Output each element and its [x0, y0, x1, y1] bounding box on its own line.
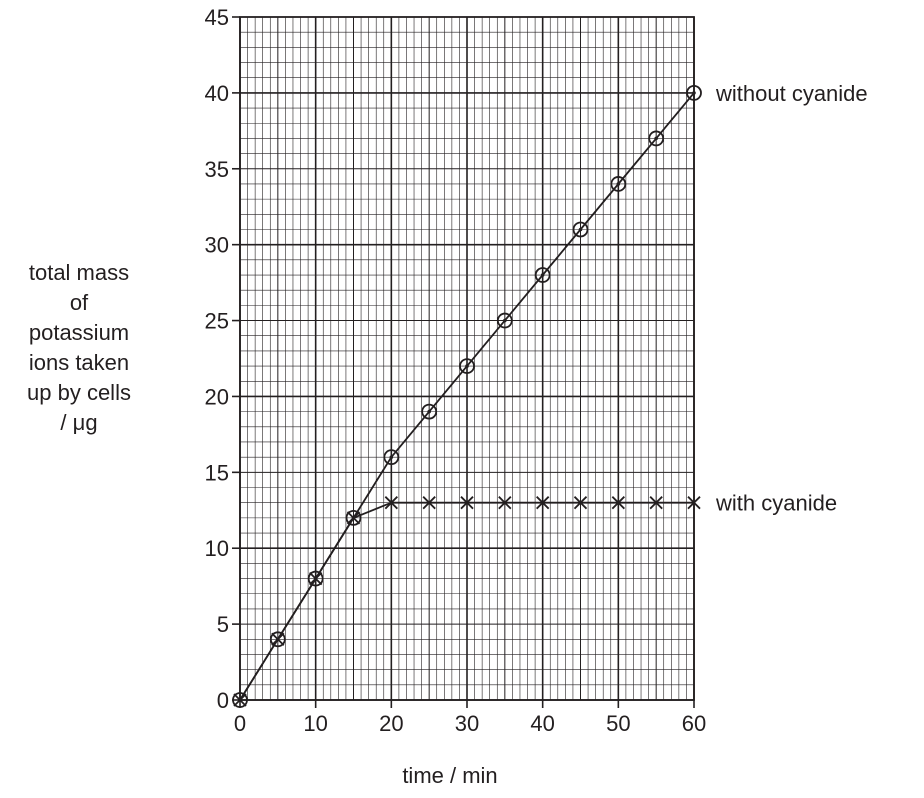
y-axis-label-line: total mass [28, 260, 130, 285]
cross-marker [422, 496, 436, 510]
y-axis-label-line: of [69, 290, 89, 315]
cross-marker [233, 693, 247, 707]
circle-marker [496, 312, 513, 329]
x-tick-label: 30 [455, 711, 479, 736]
x-tick-label: 20 [379, 711, 403, 736]
circle-marker [232, 692, 248, 708]
x-tick-label: 50 [606, 711, 630, 736]
cross-marker [649, 496, 663, 510]
cross-marker [611, 496, 625, 510]
circle-marker [345, 509, 362, 526]
circle-marker-dot [654, 136, 658, 141]
data-markers [232, 84, 702, 708]
axes [232, 16, 695, 708]
cross-marker [384, 496, 398, 510]
y-axis-label: total mass of potassium ions taken up by… [0, 258, 158, 438]
x-tick-labels: 0 10 20 30 40 50 60 [234, 711, 706, 736]
cross-marker [271, 632, 285, 646]
y-tick-label: 35 [205, 157, 229, 182]
circle-marker-dot [692, 91, 696, 95]
circle-marker [686, 84, 702, 101]
circle-marker [648, 130, 665, 147]
y-tick-label: 25 [205, 309, 229, 334]
x-tick-label: 40 [530, 711, 554, 736]
y-tick-label: 5 [217, 612, 229, 637]
y-tick-label: 10 [205, 536, 229, 561]
y-tick-label: 20 [205, 384, 229, 409]
y-tick-labels: 0 5 10 15 20 25 30 35 40 45 [205, 5, 229, 713]
circle-marker [269, 631, 286, 648]
x-tick-label: 0 [234, 711, 246, 736]
y-tick-label: 0 [217, 688, 229, 713]
x-tick-label: 10 [303, 711, 327, 736]
x-tick-label: 60 [682, 711, 706, 736]
cross-marker [687, 496, 701, 510]
x-axis-label: time / min [402, 763, 498, 788]
series-end-label: with cyanide [715, 491, 837, 516]
y-axis-label-line: up by cells [27, 380, 131, 405]
cross-marker [498, 496, 512, 510]
cross-marker [460, 496, 474, 510]
circle-marker [610, 176, 627, 192]
cross-marker [309, 571, 323, 586]
y-axis-label-line: potassium [28, 320, 130, 345]
series-labels: without cyanide with cyanide [715, 81, 868, 516]
y-tick-label: 45 [205, 5, 229, 30]
circle-marker-dot [427, 409, 431, 414]
circle-marker [572, 221, 589, 238]
circle-marker-dot [465, 364, 469, 368]
y-tick-label: 30 [205, 233, 229, 258]
y-axis-label-line: ions taken [28, 350, 130, 375]
circle-marker-dot [540, 273, 545, 277]
circle-marker [534, 267, 551, 283]
y-tick-label: 40 [205, 81, 229, 106]
circle-marker-dot [503, 318, 507, 323]
circle-marker [307, 570, 324, 587]
circle-marker-dot [389, 455, 394, 459]
cross-marker [346, 511, 361, 525]
circle-marker [459, 358, 475, 374]
circle-marker [421, 403, 438, 420]
circle-marker-dot [616, 182, 621, 186]
cross-marker [573, 496, 588, 510]
y-axis-label-line: / μg [60, 410, 98, 435]
cross-marker [536, 496, 550, 510]
circle-marker [383, 449, 400, 466]
series-end-label: without cyanide [715, 81, 868, 106]
circle-marker-dot [578, 227, 583, 232]
y-tick-label: 15 [205, 460, 229, 485]
